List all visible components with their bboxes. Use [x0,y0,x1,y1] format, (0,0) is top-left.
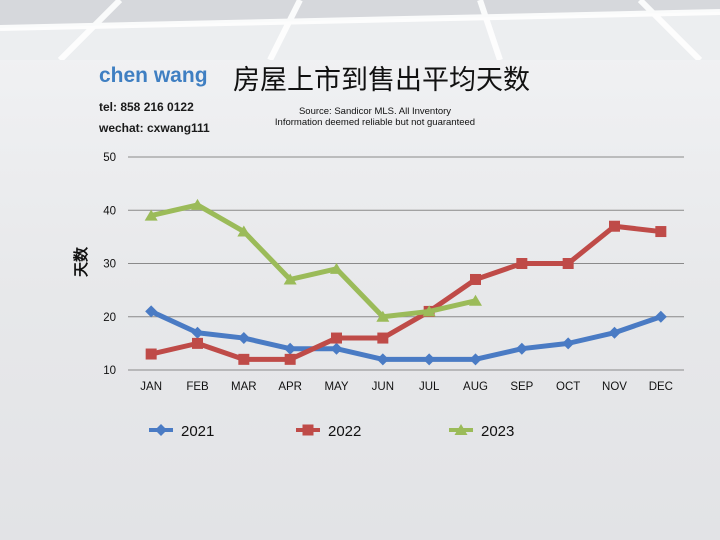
x-tick-label: APR [278,381,302,393]
chart-title: 房屋上市到售出平均天数 [233,65,530,96]
author-name: chen wang [99,64,208,87]
data-point-2021 [423,353,436,366]
data-point-2022 [609,220,620,232]
data-point-2021 [237,332,250,345]
author-tel: tel: 858 216 0122 [99,100,194,114]
x-tick-label: SEP [510,381,533,393]
x-tick-label: JUN [372,381,394,393]
x-tick-label: FEB [186,381,209,393]
data-point-2021 [515,342,528,355]
y-tick-label: 40 [103,205,116,217]
data-point-2021 [330,342,343,355]
data-point-2021 [608,326,621,339]
series-2023 [144,198,482,322]
data-point-2023 [144,209,158,221]
data-point-2022 [284,353,296,365]
data-point-2023 [237,225,251,237]
data-point-2022 [470,273,481,285]
data-point-2021 [191,326,204,339]
series-group [144,198,667,366]
data-point-2021 [376,353,389,366]
x-tick-label: NOV [602,381,627,393]
data-point-2023 [191,198,204,210]
source-line-1: Source: Sandicor MLS. All Inventory [298,106,452,117]
x-tick-label: AUG [463,381,488,393]
series-2022 [145,220,667,365]
series-2021 [145,305,667,366]
data-point-2022 [192,337,203,349]
x-tick-label: DEC [649,381,673,393]
data-point-2023 [422,305,436,317]
legend-label: 2021 [181,423,214,440]
ceiling-grid-decoration [0,0,720,60]
legend-item-2021: 2021 [149,423,214,440]
legend-marker [155,424,167,436]
gridlines [128,156,684,371]
data-point-2022 [331,332,342,344]
series-line-2022 [148,223,664,362]
author-wechat: wechat: cxwang111 [99,121,210,135]
y-axis-label: 天数 [72,246,90,277]
data-point-2022 [655,226,667,238]
legend-item-2023: 2023 [449,423,514,440]
x-tick-label: JUL [419,381,440,393]
data-point-2023 [469,294,482,306]
data-point-2022 [145,348,157,360]
data-point-2021 [654,310,667,323]
legend-label: 2023 [481,423,514,440]
data-point-2022 [562,258,574,269]
legend: 2021 2022 2023 [149,423,514,440]
x-tick-label: OCT [556,381,580,393]
legend-marker [454,424,468,435]
x-tick-label: MAR [231,381,257,393]
data-point-2021 [469,353,482,366]
data-point-2023 [376,310,390,322]
legend-label: 2022 [328,423,361,440]
y-tick-label: 50 [103,152,116,164]
data-point-2021 [562,337,575,350]
x-tick-label: JAN [140,381,162,393]
legend-item-2022: 2022 [296,423,361,440]
y-tick-label: 10 [103,365,116,377]
series-line-2023 [148,202,478,320]
x-tick-labels: JAN FEB MAR APR MAY JUN JUL AUG SEP OCT NOV DEC [140,381,673,393]
x-tick-label: MAY [324,381,348,393]
y-tick-labels: 10 20 30 40 50 [103,152,116,377]
data-point-2021 [284,342,297,355]
data-point-2022 [238,353,250,365]
series-line-2021 [148,308,664,362]
y-tick-label: 20 [103,312,116,324]
legend-marker [302,424,314,436]
data-point-2021 [145,305,158,318]
data-point-2023 [283,273,297,285]
data-point-2022 [516,258,528,269]
data-point-2023 [330,262,343,274]
y-tick-label: 30 [103,259,116,271]
source-line-2: Information deemed reliable but not guar… [274,117,476,128]
data-point-2022 [377,332,389,344]
